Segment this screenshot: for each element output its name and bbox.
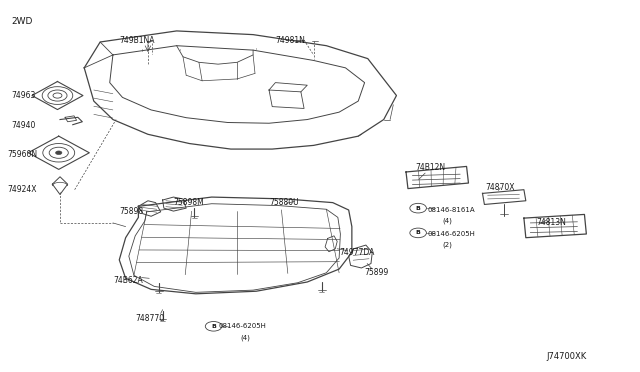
- Text: 74981N: 74981N: [275, 36, 305, 45]
- Text: 75899: 75899: [365, 268, 389, 277]
- Text: 75898M: 75898M: [173, 198, 204, 207]
- Text: 74813N: 74813N: [537, 218, 566, 227]
- Text: 74870X: 74870X: [486, 183, 515, 192]
- Text: 74977DA: 74977DA: [339, 248, 374, 257]
- Text: 748770: 748770: [135, 314, 164, 323]
- Text: (2): (2): [442, 242, 452, 248]
- Text: 74940: 74940: [11, 121, 35, 129]
- Text: 74924X: 74924X: [8, 185, 37, 194]
- Text: 75960N: 75960N: [8, 150, 38, 159]
- Text: 08146-6205H: 08146-6205H: [427, 231, 475, 237]
- Text: B: B: [416, 206, 420, 211]
- Text: 2WD: 2WD: [11, 17, 33, 26]
- Text: 74963: 74963: [11, 91, 35, 100]
- Text: 75880U: 75880U: [269, 198, 299, 207]
- Text: 75898: 75898: [119, 207, 143, 217]
- Text: B: B: [211, 324, 216, 329]
- Circle shape: [56, 151, 62, 155]
- Text: 749B1NA: 749B1NA: [119, 36, 155, 45]
- Text: 08146-6205H: 08146-6205H: [218, 323, 266, 329]
- Text: B: B: [416, 230, 420, 235]
- Text: (4): (4): [241, 334, 250, 341]
- Text: J74700XK: J74700XK: [546, 352, 586, 361]
- Text: (4): (4): [442, 218, 452, 224]
- Text: 74B12N: 74B12N: [415, 163, 445, 172]
- Text: 08146-8161A: 08146-8161A: [427, 207, 475, 213]
- Text: 74B62A: 74B62A: [113, 276, 143, 285]
